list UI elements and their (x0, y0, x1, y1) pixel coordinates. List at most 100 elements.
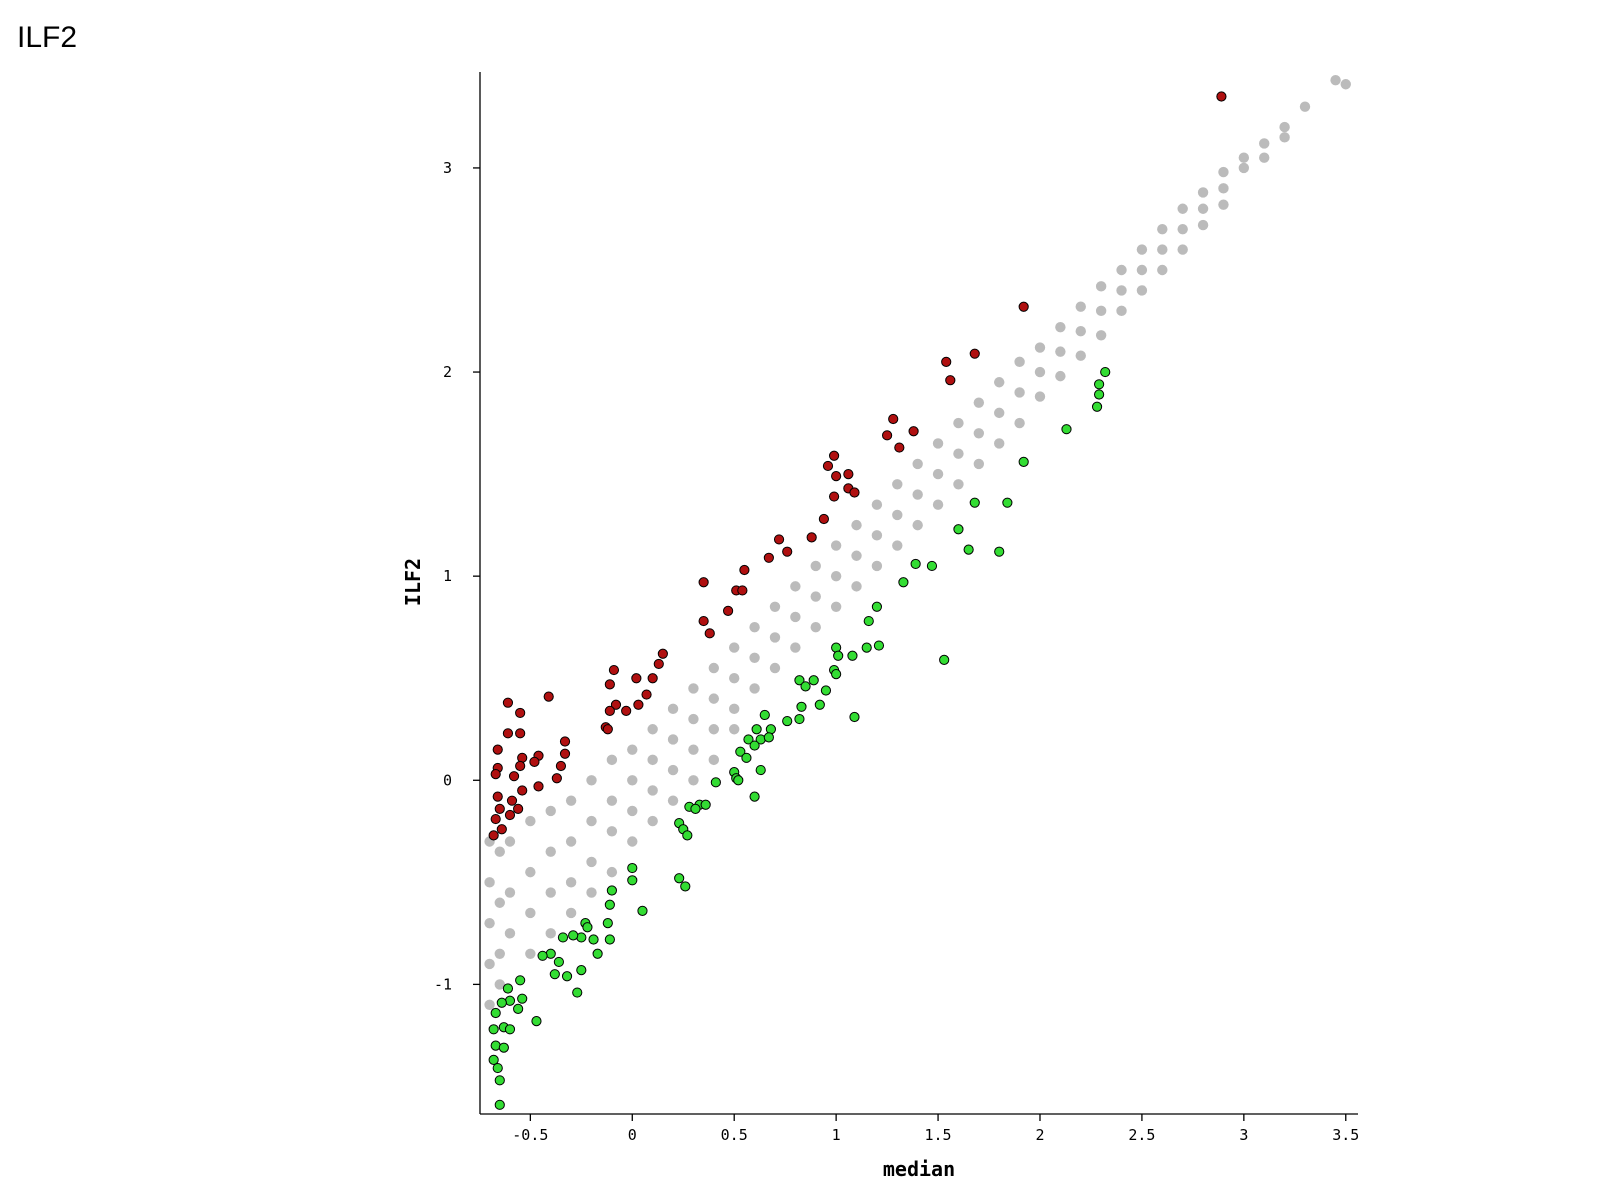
point (606, 866, 618, 878)
point (873, 640, 885, 651)
point (565, 836, 577, 847)
point (494, 948, 505, 959)
point (1157, 223, 1168, 235)
point (871, 499, 883, 510)
point (488, 830, 499, 841)
point (637, 905, 648, 917)
point (814, 699, 825, 710)
point (1177, 203, 1188, 214)
point (492, 791, 503, 802)
point (729, 642, 740, 653)
point (1299, 101, 1311, 112)
point (830, 540, 842, 551)
y-axis-label: ILF2 (401, 558, 425, 606)
point (698, 577, 709, 588)
point (910, 558, 921, 570)
point (1197, 187, 1209, 198)
point (525, 948, 536, 959)
point (517, 785, 528, 796)
point (488, 1054, 499, 1066)
point (973, 428, 985, 439)
point (688, 775, 699, 786)
point (831, 471, 842, 482)
point (1100, 366, 1111, 378)
point (504, 809, 516, 821)
point (515, 707, 526, 719)
point (743, 734, 754, 745)
point (490, 769, 501, 780)
point (604, 679, 615, 690)
point (604, 705, 615, 716)
x-tick-label: -0.5 (512, 1126, 548, 1144)
point (1018, 456, 1029, 467)
point (657, 648, 668, 659)
point (525, 907, 536, 919)
point (545, 846, 556, 857)
point (502, 983, 514, 994)
point (759, 709, 770, 721)
y-tick-label: -1 (434, 975, 452, 993)
point (773, 534, 785, 545)
point (517, 993, 528, 1004)
point (688, 744, 699, 755)
point (871, 560, 883, 572)
point (1116, 285, 1127, 296)
point (559, 748, 571, 759)
point (1095, 330, 1107, 341)
point (588, 934, 599, 945)
point (739, 564, 750, 576)
point (1238, 162, 1250, 174)
x-axis-label: median (883, 1157, 955, 1181)
point (810, 560, 821, 572)
point (808, 675, 819, 686)
point (565, 795, 577, 806)
y-tick-label: 3 (443, 159, 452, 177)
point (1218, 166, 1229, 178)
point (586, 815, 597, 827)
point (733, 775, 744, 786)
point (806, 532, 817, 543)
point (498, 1042, 509, 1053)
point (492, 744, 503, 755)
point (810, 621, 821, 633)
point (973, 458, 985, 470)
point (828, 491, 840, 502)
point (932, 499, 944, 510)
point (492, 1062, 503, 1074)
point (782, 546, 793, 557)
point (782, 715, 793, 727)
point (708, 754, 720, 766)
y-tick-label: 0 (443, 771, 452, 789)
point (606, 826, 618, 837)
point (515, 760, 526, 772)
point (828, 450, 840, 461)
point (830, 570, 842, 582)
point (565, 907, 577, 919)
point (708, 662, 720, 674)
point (529, 756, 540, 768)
point (847, 650, 858, 661)
point (1136, 264, 1148, 276)
point (749, 652, 760, 664)
point (515, 728, 526, 739)
point (621, 705, 632, 716)
point (606, 795, 618, 806)
point (496, 997, 507, 1008)
point (769, 662, 781, 674)
point (1177, 244, 1188, 255)
point (688, 683, 699, 694)
point (763, 732, 774, 743)
x-tick-label: 1.5 (925, 1126, 952, 1144)
point (932, 438, 944, 449)
point (1218, 199, 1229, 210)
point (818, 513, 830, 525)
point (545, 928, 556, 939)
x-tick-label: 3 (1239, 1126, 1248, 1144)
point (794, 713, 805, 725)
point (551, 773, 562, 784)
point (849, 487, 860, 498)
point (843, 469, 854, 480)
point (1055, 370, 1066, 382)
point (888, 413, 899, 425)
